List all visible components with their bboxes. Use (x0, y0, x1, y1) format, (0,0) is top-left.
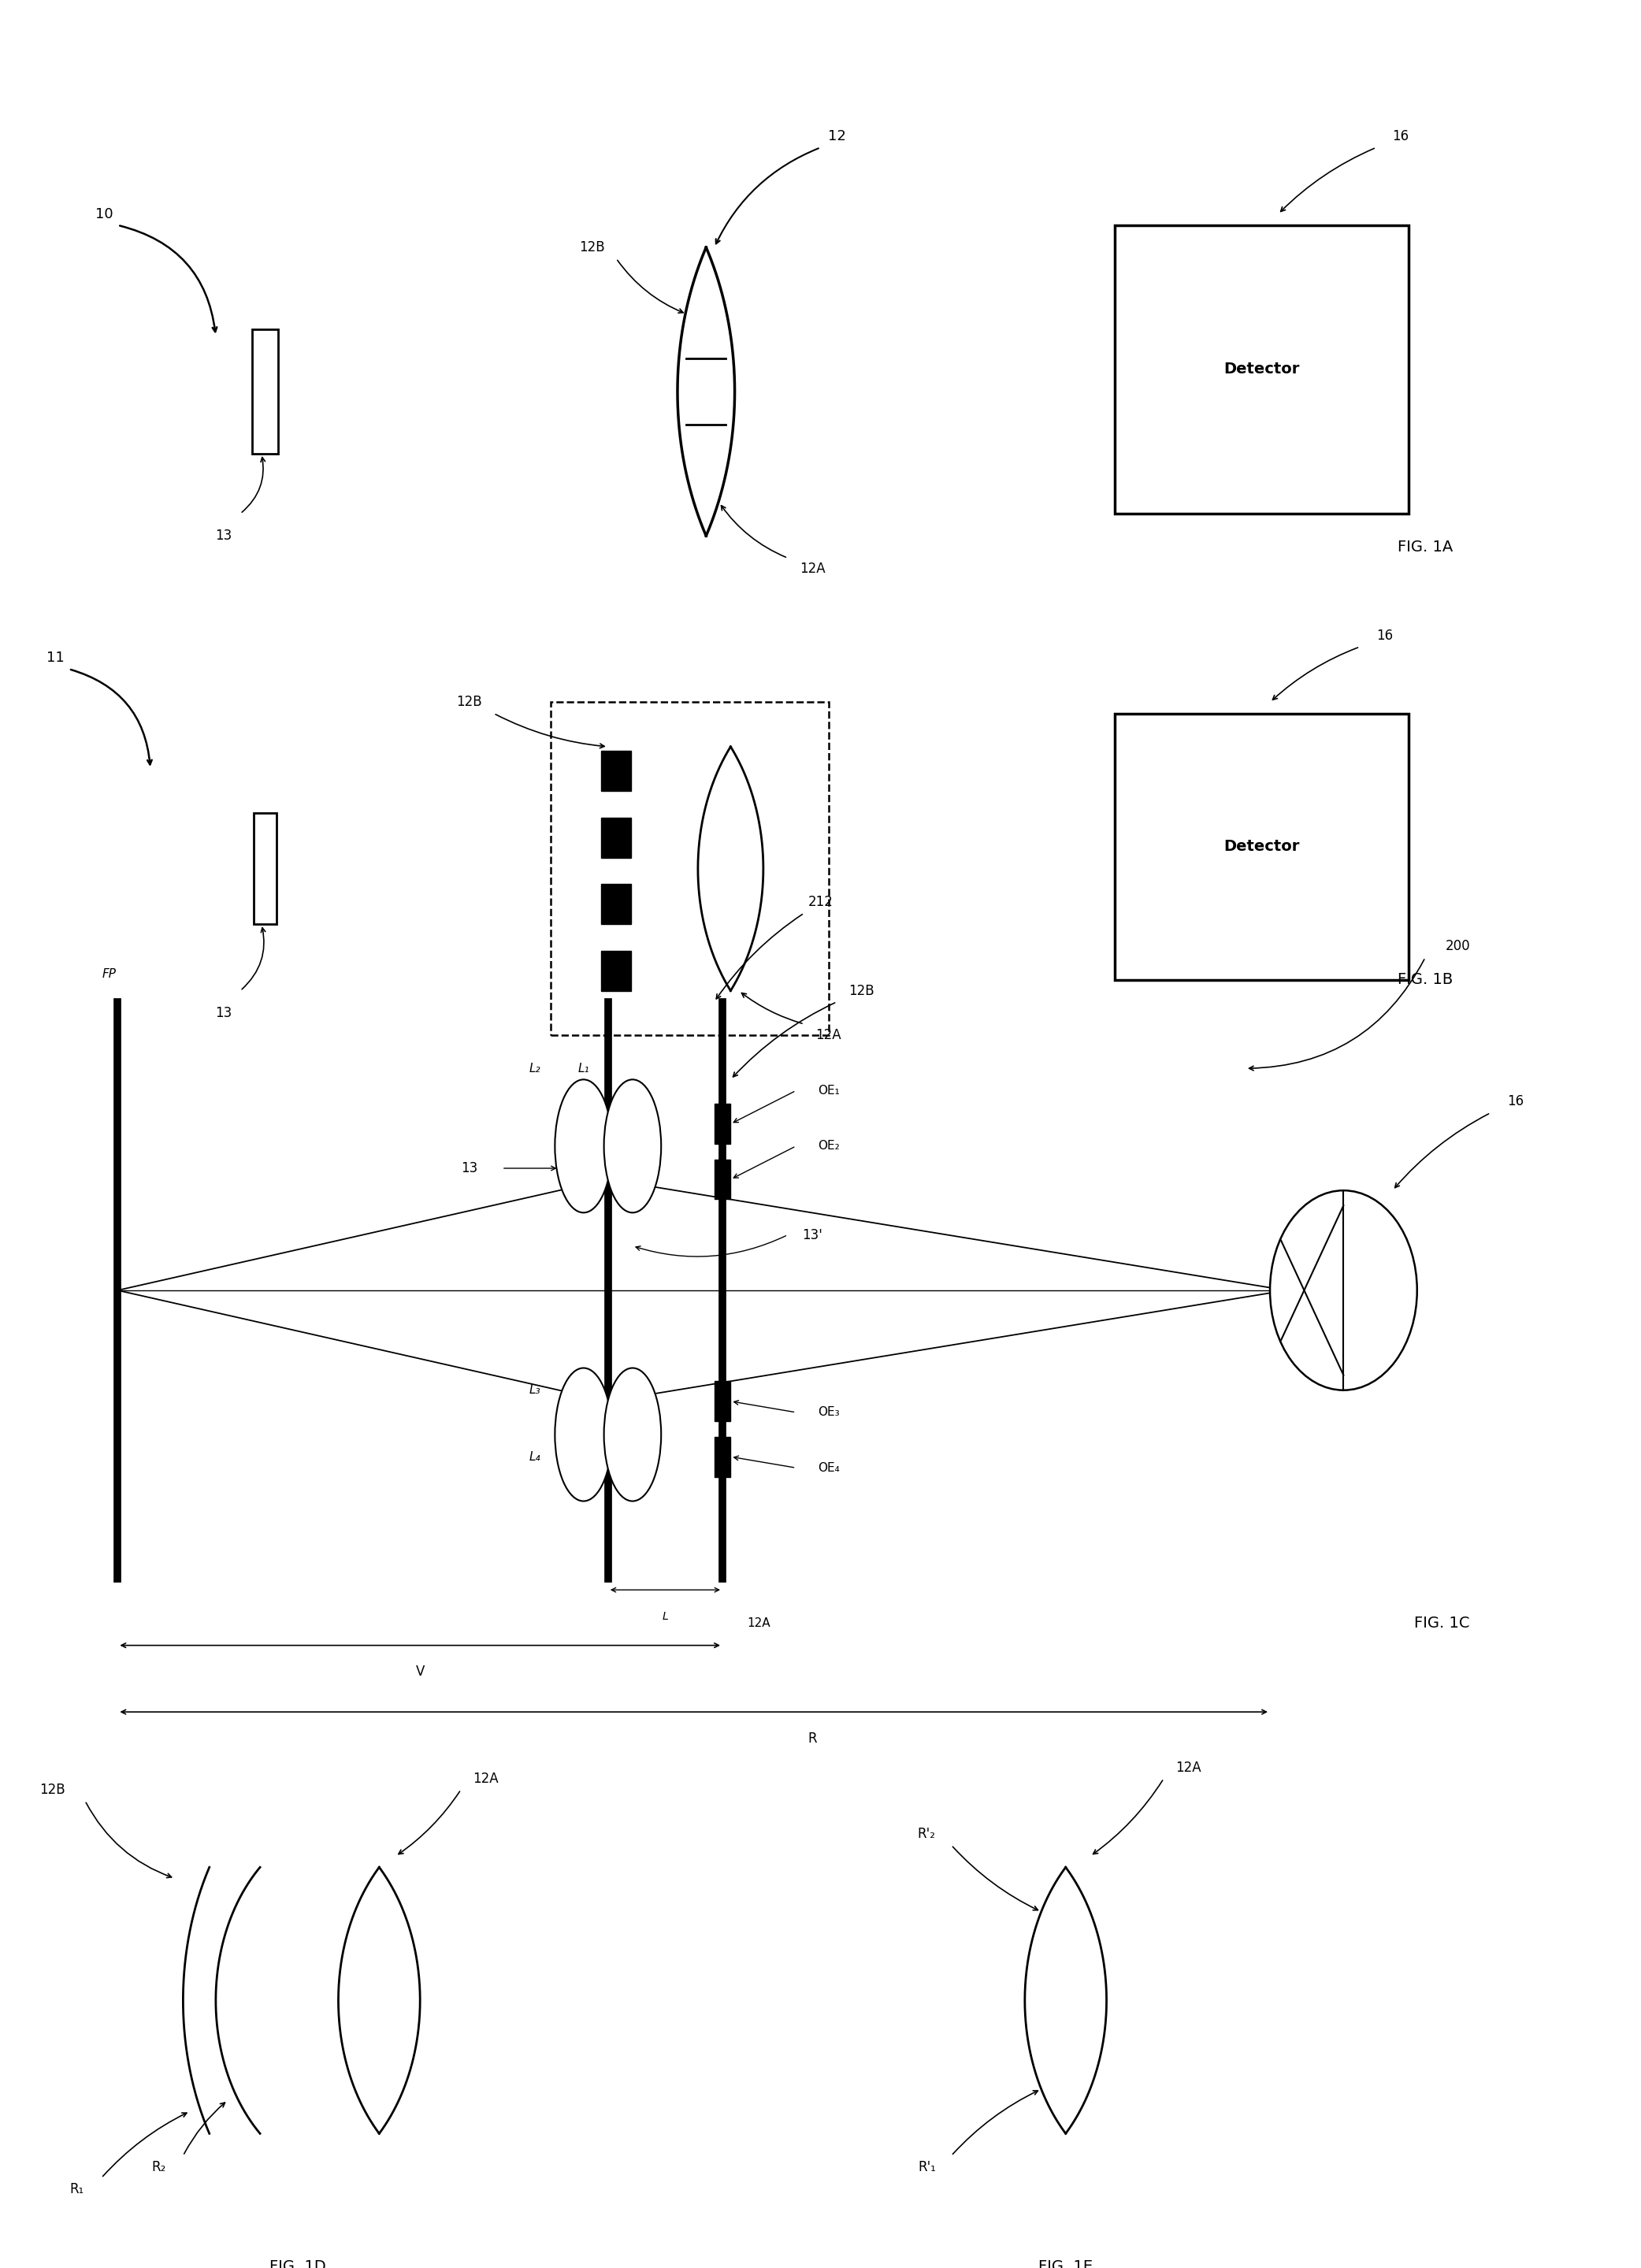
Text: R'₂: R'₂ (917, 1828, 935, 1842)
Text: R'₁: R'₁ (917, 2159, 935, 2175)
Text: FIG. 1C: FIG. 1C (1415, 1615, 1469, 1631)
Bar (251, 329, 277, 454)
Text: 13: 13 (461, 1161, 478, 1175)
Text: FIG. 1B: FIG. 1B (1398, 973, 1452, 987)
Bar (602, 751, 630, 792)
Text: 12B: 12B (456, 696, 482, 710)
Text: V: V (415, 1665, 425, 1678)
Text: R₁: R₁ (69, 2182, 84, 2195)
Polygon shape (184, 1867, 259, 2134)
Text: OE₂: OE₂ (817, 1141, 840, 1152)
Text: 12B: 12B (39, 1783, 66, 1796)
Text: 16: 16 (1377, 628, 1393, 642)
Text: FIG. 1E: FIG. 1E (1039, 2259, 1093, 2268)
Bar (714, 1436, 730, 1476)
Text: 12A: 12A (799, 562, 825, 576)
Text: R₂: R₂ (151, 2159, 166, 2175)
Polygon shape (338, 1867, 420, 2134)
Polygon shape (697, 746, 763, 991)
Ellipse shape (604, 1080, 661, 1213)
Bar (602, 885, 630, 923)
Bar (1114, 225, 1410, 513)
Text: FP: FP (102, 968, 117, 980)
Ellipse shape (555, 1368, 612, 1501)
Text: 10: 10 (95, 206, 113, 222)
Bar (602, 950, 630, 991)
Text: 12B: 12B (579, 240, 604, 254)
Text: Detector: Detector (1224, 363, 1300, 376)
Text: R: R (807, 1730, 817, 1746)
Bar (253, 814, 276, 923)
Text: OE₁: OE₁ (817, 1084, 840, 1095)
Text: 12: 12 (827, 129, 845, 143)
Ellipse shape (604, 1368, 661, 1501)
Text: L₂: L₂ (528, 1061, 540, 1075)
Text: 200: 200 (1446, 939, 1470, 953)
Text: 12A: 12A (747, 1617, 770, 1628)
Polygon shape (678, 247, 735, 535)
Ellipse shape (555, 1080, 612, 1213)
Text: 12A: 12A (473, 1771, 499, 1785)
Text: 12B: 12B (848, 984, 875, 998)
Text: 13: 13 (215, 1005, 233, 1021)
Text: 212: 212 (807, 896, 834, 909)
Bar (714, 1381, 730, 1422)
Text: FIG. 1D: FIG. 1D (269, 2259, 327, 2268)
Text: 12A: 12A (1175, 1760, 1201, 1774)
Text: Detector: Detector (1224, 839, 1300, 855)
Bar (714, 1105, 730, 1143)
Text: L₃: L₃ (528, 1383, 540, 1397)
Bar (601, 723, 632, 1014)
Text: 16: 16 (1506, 1095, 1523, 1109)
Text: OE₄: OE₄ (817, 1463, 840, 1474)
Text: 13': 13' (802, 1227, 822, 1243)
Circle shape (1270, 1191, 1418, 1390)
Text: 11: 11 (46, 651, 64, 665)
Text: FIG. 1A: FIG. 1A (1398, 540, 1452, 553)
Bar (551, 703, 829, 1034)
Polygon shape (1026, 1867, 1106, 2134)
Text: 13: 13 (215, 528, 233, 542)
Text: L₄: L₄ (528, 1452, 540, 1463)
Text: 12A: 12A (816, 1027, 842, 1043)
Bar (1114, 714, 1410, 980)
Text: OE₃: OE₃ (817, 1406, 840, 1418)
Text: L₁: L₁ (578, 1061, 589, 1075)
Text: L: L (663, 1610, 668, 1622)
Bar (602, 819, 630, 857)
Text: 16: 16 (1393, 129, 1410, 143)
Bar (714, 1159, 730, 1200)
